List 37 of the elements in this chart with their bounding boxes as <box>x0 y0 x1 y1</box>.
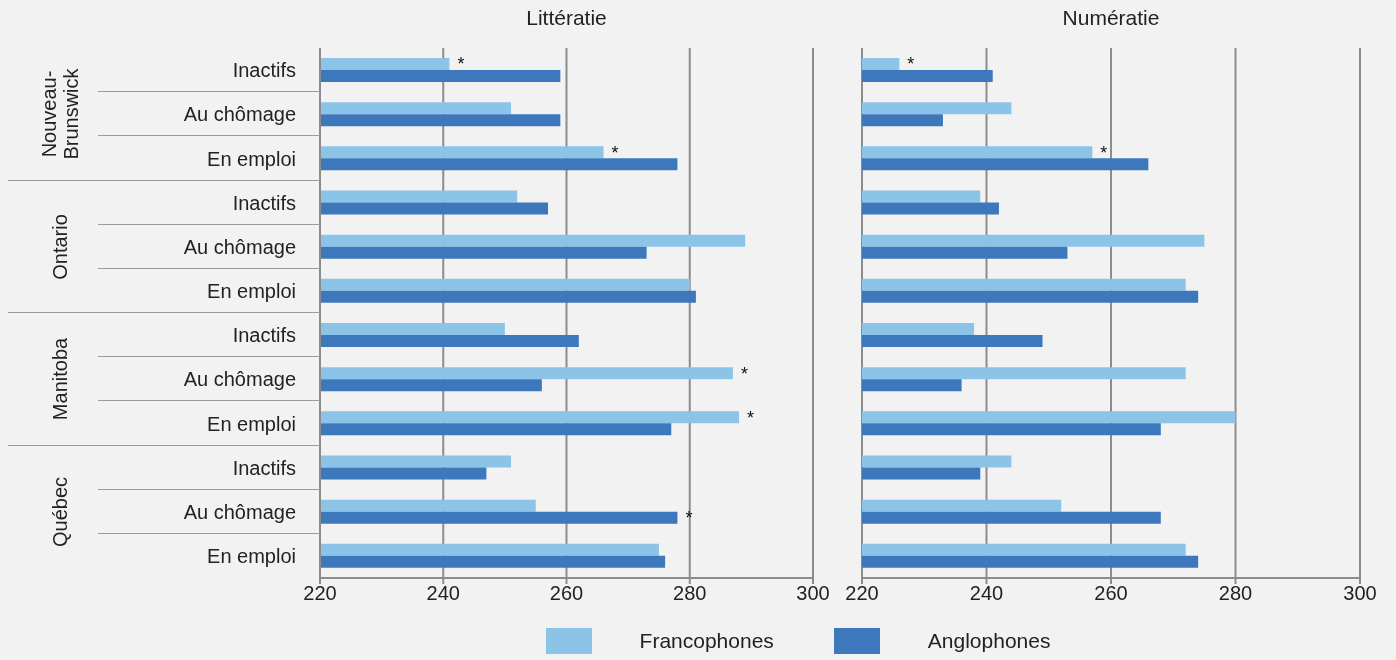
y-tick-label: En emploi <box>207 412 296 435</box>
y-tick-label: En emploi <box>207 147 296 170</box>
x-tick-label: 300 <box>796 582 830 605</box>
x-tick-label: 280 <box>673 582 707 605</box>
text: Nouveau-Brunswick <box>38 67 82 162</box>
legend-label: Anglophones <box>927 629 1051 653</box>
data-label: * <box>457 54 465 75</box>
y-tick-label: Au chômage <box>183 500 296 523</box>
x-tick-label: 240 <box>969 582 1004 605</box>
x-tick-label: 280 <box>1218 582 1253 605</box>
y-tick-label: Au chômage <box>183 103 296 126</box>
x-tick-label: 220 <box>303 582 337 605</box>
x-tick-label: 260 <box>549 582 584 605</box>
legend-label: Francophones <box>639 629 774 653</box>
chart-title: Littératie <box>525 6 608 30</box>
y-tick-label: Inactifs <box>232 59 296 82</box>
data-label: * <box>1100 142 1108 163</box>
data-label: * <box>747 407 755 428</box>
chart-title: Numératie <box>1061 6 1161 30</box>
text: Québec <box>49 475 71 549</box>
x-tick-label: 240 <box>426 582 460 605</box>
y-tick-label: Inactifs <box>232 191 296 214</box>
y-tick-label: Au chômage <box>183 368 296 391</box>
y-tick-label: En emploi <box>207 545 296 568</box>
x-tick-label: 300 <box>1343 582 1377 605</box>
data-label: * <box>740 363 748 384</box>
text: Ontario <box>49 212 71 282</box>
y-tick-label: En emploi <box>207 280 296 303</box>
data-label: * <box>611 142 619 163</box>
y-tick-label: Au chômage <box>183 235 296 258</box>
x-tick-label: 260 <box>1094 582 1128 605</box>
data-label: * <box>907 54 915 75</box>
y-tick-label: Inactifs <box>232 456 296 479</box>
y-tick-label: Inactifs <box>232 324 296 347</box>
text: Manitoba <box>49 337 71 423</box>
x-tick-label: 220 <box>845 582 879 605</box>
data-label: * <box>685 508 693 529</box>
